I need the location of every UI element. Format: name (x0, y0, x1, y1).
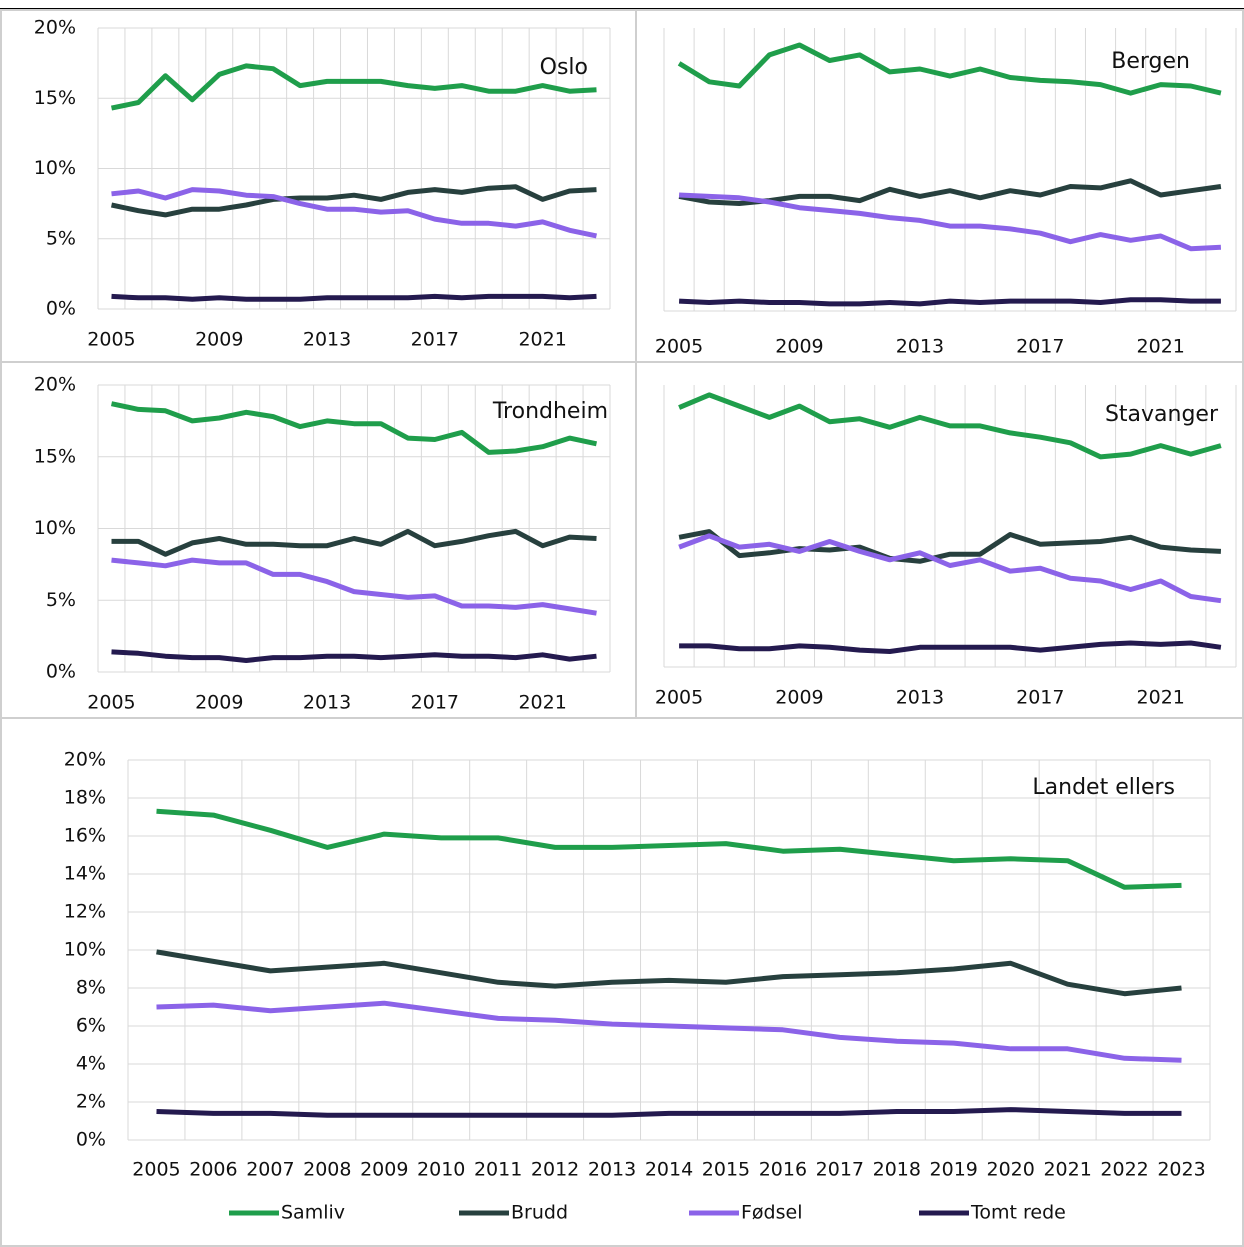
series-line (678, 192, 1222, 252)
y-tick-label: 10% (64, 939, 106, 961)
y-tick-label: 10% (34, 517, 76, 539)
x-tick-label: 2017 (411, 692, 459, 714)
series-line (111, 293, 597, 302)
y-tick-label: 18% (64, 787, 106, 809)
series-line (678, 392, 1222, 460)
series-line (678, 297, 1221, 307)
x-tick-label: 2017 (1016, 687, 1064, 709)
x-tick-label: 2009 (775, 336, 823, 358)
y-tick-label: 20% (34, 374, 76, 396)
x-tick-label: 2009 (195, 692, 243, 714)
x-tick-label: 2006 (189, 1159, 237, 1181)
x-tick-label: 2013 (896, 687, 944, 709)
y-tick-label: 0% (46, 298, 76, 320)
y-tick-label: 2% (76, 1091, 106, 1113)
series-line (156, 1000, 1182, 1063)
y-tick-label: 15% (34, 87, 76, 109)
series-line (110, 63, 597, 111)
x-tick-label: 2005 (87, 692, 135, 714)
x-tick-label: 2021 (518, 692, 566, 714)
x-tick-label: 2012 (531, 1159, 579, 1181)
legend-label: Fødsel (741, 1202, 802, 1224)
y-tick-label: 20% (64, 749, 106, 771)
y-tick-label: 4% (76, 1053, 106, 1075)
x-tick-label: 2011 (474, 1159, 522, 1181)
x-tick-label: 2016 (759, 1159, 807, 1181)
series-line (156, 1107, 1182, 1118)
series-line (111, 649, 597, 663)
chart-title: Landet ellers (1032, 775, 1175, 800)
y-tick-label: 5% (46, 227, 76, 249)
panel-frame (0, 717, 1244, 1247)
y-tick-label: 16% (64, 825, 106, 847)
x-tick-label: 2015 (702, 1159, 750, 1181)
x-tick-label: 2021 (1137, 687, 1185, 709)
x-tick-label: 2013 (303, 329, 351, 351)
x-tick-label: 2017 (816, 1159, 864, 1181)
x-tick-label: 2023 (1157, 1159, 1205, 1181)
x-tick-label: 2017 (1016, 336, 1064, 358)
x-tick-label: 2013 (303, 692, 351, 714)
y-tick-label: 8% (76, 977, 106, 999)
x-tick-label: 2007 (246, 1159, 294, 1181)
series-line (110, 184, 597, 218)
x-tick-label: 2008 (303, 1159, 351, 1181)
legend-label: Samliv (281, 1202, 345, 1224)
series-line (111, 557, 597, 616)
y-tick-label: 0% (46, 661, 76, 683)
legend-label: Tomt rede (970, 1202, 1066, 1224)
x-tick-label: 2005 (655, 336, 703, 358)
x-tick-label: 2013 (588, 1159, 636, 1181)
x-tick-label: 2022 (1100, 1159, 1148, 1181)
legend-label: Brudd (511, 1202, 568, 1224)
y-tick-label: 14% (64, 863, 106, 885)
x-tick-label: 2018 (873, 1159, 921, 1181)
y-tick-label: 6% (76, 1015, 106, 1037)
series-line (111, 528, 597, 557)
x-tick-label: 2005 (655, 687, 703, 709)
x-tick-label: 2021 (1137, 336, 1185, 358)
y-tick-label: 20% (34, 17, 76, 39)
series-line (677, 42, 1222, 96)
x-tick-label: 2009 (195, 329, 243, 351)
x-tick-label: 2021 (1043, 1159, 1091, 1181)
series-line (111, 187, 598, 239)
series-line (156, 949, 1182, 997)
series-line (110, 401, 598, 455)
y-tick-label: 0% (76, 1129, 106, 1151)
series-line (678, 533, 1222, 604)
x-tick-label: 2013 (896, 336, 944, 358)
x-tick-label: 2005 (132, 1159, 180, 1181)
x-tick-label: 2017 (411, 329, 459, 351)
chart-title: Bergen (1111, 49, 1190, 74)
x-tick-label: 2021 (518, 329, 566, 351)
x-tick-label: 2005 (87, 329, 135, 351)
y-tick-label: 5% (46, 589, 76, 611)
x-tick-label: 2014 (645, 1159, 693, 1181)
x-tick-label: 2019 (930, 1159, 978, 1181)
x-tick-label: 2009 (360, 1159, 408, 1181)
x-tick-label: 2009 (775, 687, 823, 709)
chart-title: Trondheim (492, 399, 608, 424)
series-line (679, 640, 1222, 654)
x-tick-label: 2020 (987, 1159, 1035, 1181)
y-tick-label: 12% (64, 901, 106, 923)
y-tick-label: 10% (34, 157, 76, 179)
chart-title: Stavanger (1105, 402, 1219, 427)
series-line (678, 529, 1222, 564)
chart-title: Oslo (540, 55, 588, 80)
x-tick-label: 2010 (417, 1159, 465, 1181)
series-line (156, 808, 1182, 890)
y-tick-label: 15% (34, 445, 76, 467)
